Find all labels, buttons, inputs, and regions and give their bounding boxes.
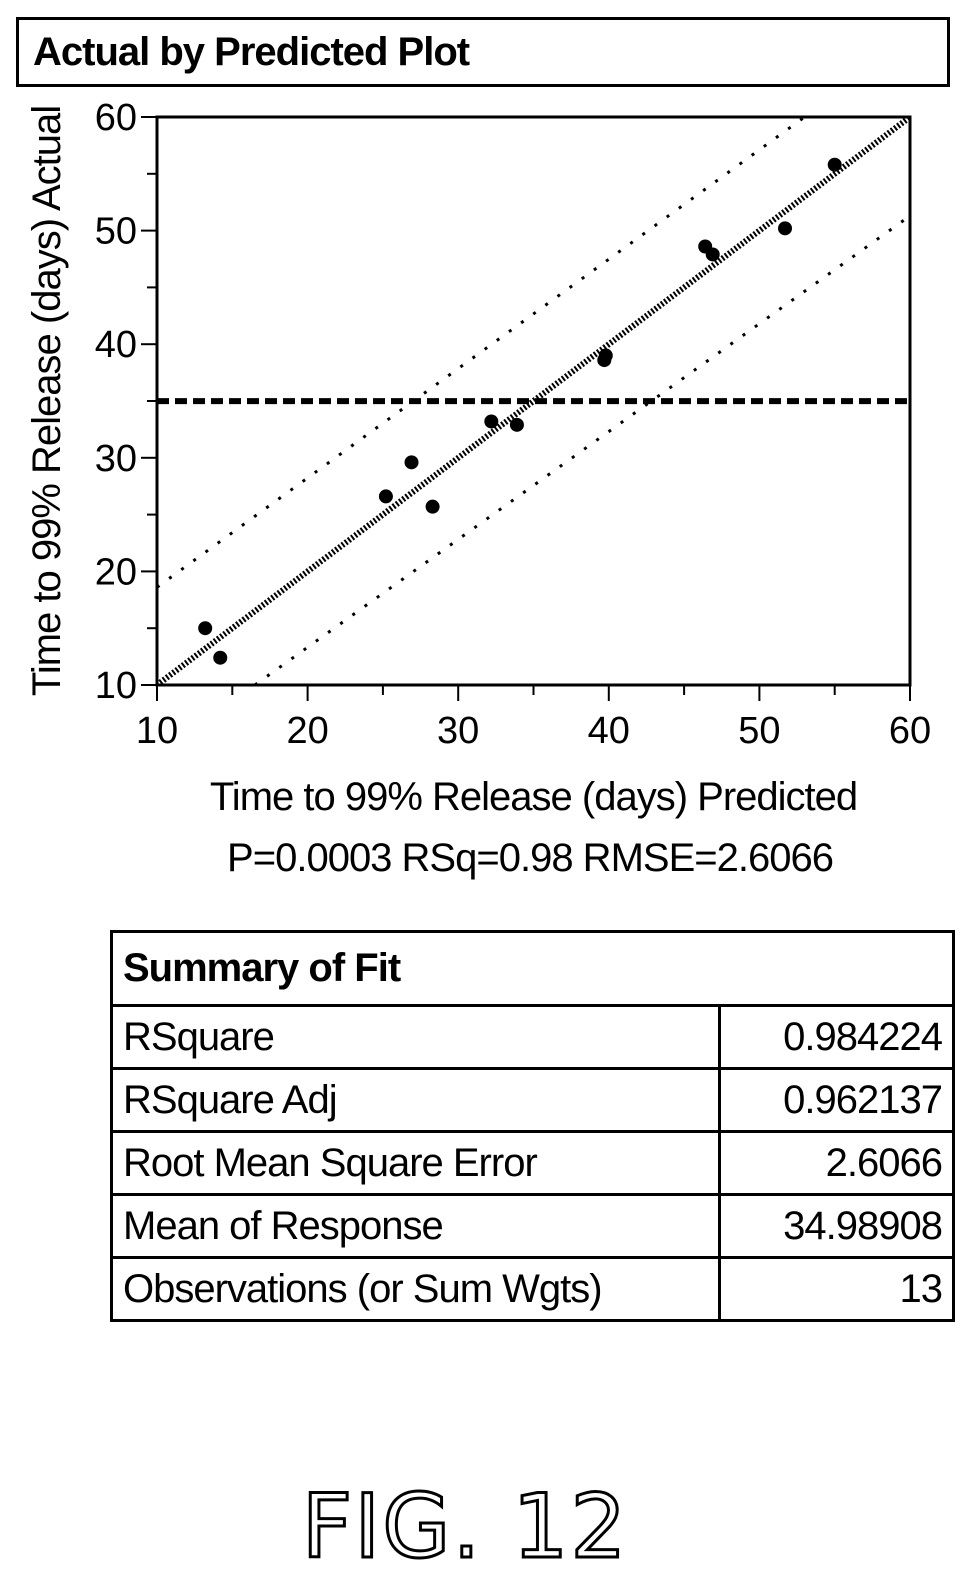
data-point <box>509 417 524 432</box>
table-row: Observations (or Sum Wgts) 13 <box>110 1256 955 1322</box>
row-label: RSquare <box>110 1004 721 1070</box>
row-label: Root Mean Square Error <box>110 1130 721 1196</box>
x-tick-label: 10 <box>136 710 178 752</box>
row-label: RSquare Adj <box>110 1067 721 1133</box>
actual-by-predicted-chart: 10 20 30 40 50 60 10 20 30 40 50 60 Time to 99% Rele… <box>25 97 931 819</box>
y-tick-label: 50 <box>95 211 137 253</box>
table-row: Mean of Response 34.98908 <box>110 1193 955 1259</box>
y-tick-label: 20 <box>95 551 137 593</box>
x-tick-label: 30 <box>437 710 479 752</box>
table-row: RSquare 0.984224 <box>110 1004 955 1070</box>
fit-line <box>157 117 910 685</box>
data-point <box>198 621 213 636</box>
row-label: Mean of Response <box>110 1193 721 1259</box>
x-axis-label: Time to 99% Release (days) Predicted <box>210 775 857 819</box>
data-point <box>425 499 440 514</box>
data-point <box>778 221 793 236</box>
plot-title: Actual by Predicted Plot <box>33 30 470 74</box>
data-point <box>484 414 499 429</box>
y-axis-label: Time to 99% Release (days) Actual <box>25 106 69 696</box>
row-value: 0.962137 <box>718 1067 955 1133</box>
data-point <box>404 455 419 470</box>
row-label: Observations (or Sum Wgts) <box>110 1256 721 1322</box>
y-tick-label: 10 <box>95 665 137 707</box>
data-point <box>827 157 842 172</box>
summary-title: Summary of Fit <box>110 930 955 1007</box>
y-tick-label: 40 <box>95 324 137 366</box>
summary-header-row: Summary of Fit <box>110 930 955 1007</box>
x-tick-label: 20 <box>286 710 328 752</box>
y-tick-label: 30 <box>95 438 137 480</box>
data-point <box>705 247 720 262</box>
data-point <box>213 650 228 665</box>
row-value: 13 <box>718 1256 955 1322</box>
x-tick-label: 50 <box>738 710 780 752</box>
row-value: 0.984224 <box>718 1004 955 1070</box>
plot-title-box: Actual by Predicted Plot <box>16 17 950 87</box>
row-value: 34.98908 <box>718 1193 955 1259</box>
confidence-upper-line <box>157 117 806 589</box>
summary-of-fit-table: Summary of Fit RSquare 0.984224 RSquare … <box>110 930 955 1322</box>
x-tick-label: 60 <box>889 710 931 752</box>
fit-statistics: P=0.0003 RSq=0.98 RMSE=2.6066 <box>227 836 834 880</box>
table-row: Root Mean Square Error 2.6066 <box>110 1130 955 1196</box>
confidence-lower-line <box>254 214 910 685</box>
data-point <box>598 348 613 363</box>
data-point <box>378 489 393 504</box>
figure-label: FIG. 12 <box>300 1474 629 1578</box>
table-row: RSquare Adj 0.962137 <box>110 1067 955 1133</box>
row-value: 2.6066 <box>718 1130 955 1196</box>
x-tick-label: 40 <box>588 710 630 752</box>
y-tick-label: 60 <box>95 97 137 139</box>
